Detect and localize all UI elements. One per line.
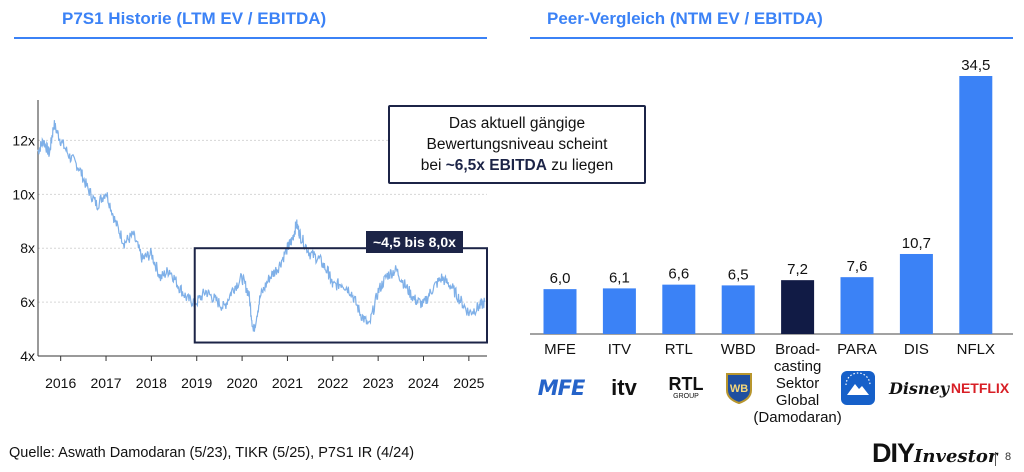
category-label: DIS xyxy=(904,341,929,358)
bar-value-label: 6,6 xyxy=(668,266,689,283)
bar-value-label: 34,5 xyxy=(961,57,990,74)
category-label: Broad- xyxy=(775,341,820,358)
rtl-logo-text: RTL xyxy=(668,374,704,394)
page-number: 8 xyxy=(1005,451,1012,463)
callout-line-3-post: zu liegen xyxy=(546,157,614,174)
bar xyxy=(662,284,696,334)
category-label: MFE xyxy=(544,341,576,358)
bar xyxy=(602,288,636,334)
callout-line-3-pre: bei xyxy=(420,157,446,174)
category-label: casting xyxy=(774,358,822,375)
bar-value-label: 6,1 xyxy=(609,269,630,286)
left-title-rule xyxy=(14,37,487,39)
x-tick-label: 2021 xyxy=(272,375,303,391)
bar xyxy=(543,289,577,334)
category-label: WBD xyxy=(721,341,756,358)
page-separator xyxy=(995,452,996,466)
wb-logo: WB xyxy=(722,372,756,404)
category-label: (Damodaran) xyxy=(753,409,841,426)
y-tick-label: 4x xyxy=(20,348,35,364)
ev-ebitda-line xyxy=(37,120,486,332)
x-tick-label: 2023 xyxy=(363,375,394,391)
bar-value-label: 7,2 xyxy=(787,261,808,278)
line-chart: 4x 6x 8x 10x 12x 2016 2017 2018 2019 2020 2021 2022… xyxy=(12,100,489,391)
rtl-logo: RTL GROUP xyxy=(660,372,712,404)
netflix-logo-text: NETFLIX xyxy=(950,380,1010,396)
category-label: Global xyxy=(776,392,819,409)
itv-logo-text: itv xyxy=(611,375,637,400)
disney-logo: Disney xyxy=(889,372,949,404)
valuation-callout: Das aktuell gängige Bewertungsniveau sch… xyxy=(388,105,646,184)
x-tick-label: 2017 xyxy=(90,375,121,391)
bar xyxy=(781,280,815,334)
source-note: Quelle: Aswath Damodaran (5/23), TIKR (5… xyxy=(9,445,415,461)
bar-chart: 6,0 MFE 6,1 ITV 6,6 RTL 6,5 WBD 7,2 Broad-casting… xyxy=(530,57,1013,426)
y-tick-label: 6x xyxy=(20,294,35,310)
bar xyxy=(840,277,874,334)
category-label: Sektor xyxy=(776,375,819,392)
y-tick-label: 10x xyxy=(12,186,35,202)
callout-highlight: ~6,5x EBITDA xyxy=(445,157,547,174)
x-tick-label: 2024 xyxy=(408,375,439,391)
y-tick-label: 8x xyxy=(20,240,35,256)
x-tick-label: 2022 xyxy=(317,375,348,391)
bar xyxy=(899,253,933,334)
bar-value-label: 6,5 xyxy=(728,266,749,283)
disney-logo-text: Disney xyxy=(888,378,950,398)
left-chart-title: P7S1 Historie (LTM EV / EBITDA) xyxy=(62,9,327,28)
bar-value-label: 7,6 xyxy=(847,258,868,275)
rtl-logo-sub: GROUP xyxy=(673,393,699,400)
bar-value-label: 6,0 xyxy=(550,270,571,287)
itv-logo: itv xyxy=(600,372,648,404)
right-chart-title: Peer-Vergleich (NTM EV / EBITDA) xyxy=(547,9,823,28)
mfe-logo-text: MFE xyxy=(537,376,586,400)
category-label: PARA xyxy=(837,341,877,358)
right-title-rule xyxy=(530,37,1013,39)
brand-bold: DIY xyxy=(872,438,915,468)
bar-value-label: 10,7 xyxy=(902,235,931,252)
paramount-logo xyxy=(838,371,878,405)
category-label: RTL xyxy=(665,341,693,358)
brand-script: Investor xyxy=(914,446,998,467)
wb-shield-icon: WB xyxy=(726,373,752,404)
callout-line-3: bei ~6,5x EBITDA zu liegen xyxy=(390,155,644,176)
bar xyxy=(721,285,755,334)
category-label: NFLX xyxy=(957,341,995,358)
x-tick-label: 2025 xyxy=(453,375,484,391)
category-label: ITV xyxy=(608,341,631,358)
paramount-mountain-icon xyxy=(841,371,875,405)
range-highlight-box xyxy=(193,247,489,344)
wb-logo-text: WB xyxy=(730,383,748,395)
x-tick-label: 2016 xyxy=(45,375,76,391)
x-tick-label: 2019 xyxy=(181,375,212,391)
bar xyxy=(959,76,993,334)
x-tick-label: 2018 xyxy=(136,375,167,391)
diy-investor-logo: DIYInvestor xyxy=(872,438,997,469)
y-tick-label: 12x xyxy=(12,132,35,148)
mfe-logo: MFE xyxy=(537,372,586,404)
callout-line-1: Das aktuell gängige xyxy=(448,115,586,132)
callout-line-2: Bewertungsniveau scheint xyxy=(426,136,608,153)
netflix-logo: NETFLIX xyxy=(946,372,1014,404)
x-tick-label: 2020 xyxy=(227,375,258,391)
range-badge: ~4,5 bis 8,0x xyxy=(366,231,463,253)
